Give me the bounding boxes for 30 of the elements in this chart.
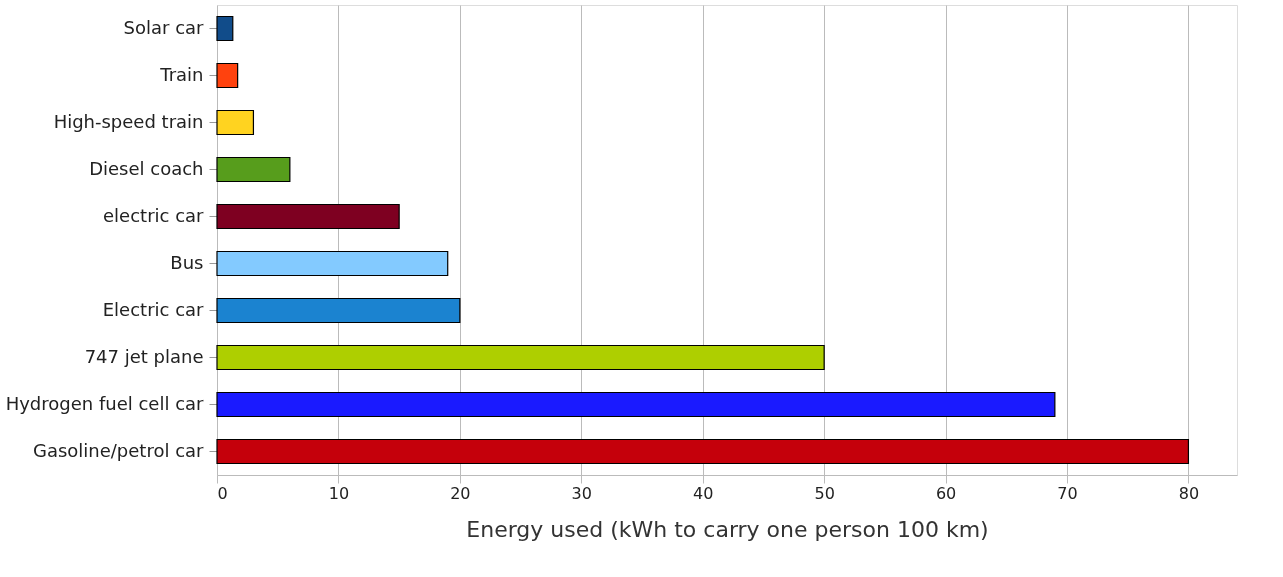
bar [216, 203, 400, 230]
bar [216, 62, 239, 89]
x-tick-label: 80 [1178, 483, 1200, 503]
bar [216, 391, 1056, 418]
bar [216, 250, 449, 277]
bar [216, 297, 461, 324]
bar [216, 438, 1190, 465]
x-tick-label: 60 [935, 483, 957, 503]
x-axis-title: Energy used (kWh to carry one person 100 km) [466, 516, 989, 542]
bar [216, 15, 234, 42]
x-tick-label: 0 [217, 483, 228, 503]
x-tick-label: 40 [693, 483, 714, 503]
y-tick-label: 747 jet plane [84, 345, 204, 367]
y-tick-label: Diesel coach [89, 157, 204, 179]
x-tick-label: 70 [1057, 483, 1078, 503]
x-tick-label: 10 [328, 483, 350, 503]
y-tick-label: Gasoline/petrol car [32, 439, 205, 461]
bar [216, 156, 291, 183]
y-tick-label: Hydrogen fuel cell car [5, 392, 205, 414]
y-tick-label: Bus [170, 251, 204, 273]
y-tick-label: Electric car [102, 298, 205, 320]
x-tick-label: 30 [571, 483, 592, 503]
y-tick-label: Train [159, 63, 204, 85]
x-tick-label: 50 [814, 483, 835, 503]
x-tick-label: 20 [450, 483, 471, 503]
y-tick-label: electric car [103, 204, 205, 226]
y-tick-label: High-speed train [53, 110, 204, 132]
y-tick-label: Solar car [123, 16, 205, 38]
bar [216, 109, 255, 136]
bar [216, 344, 825, 371]
